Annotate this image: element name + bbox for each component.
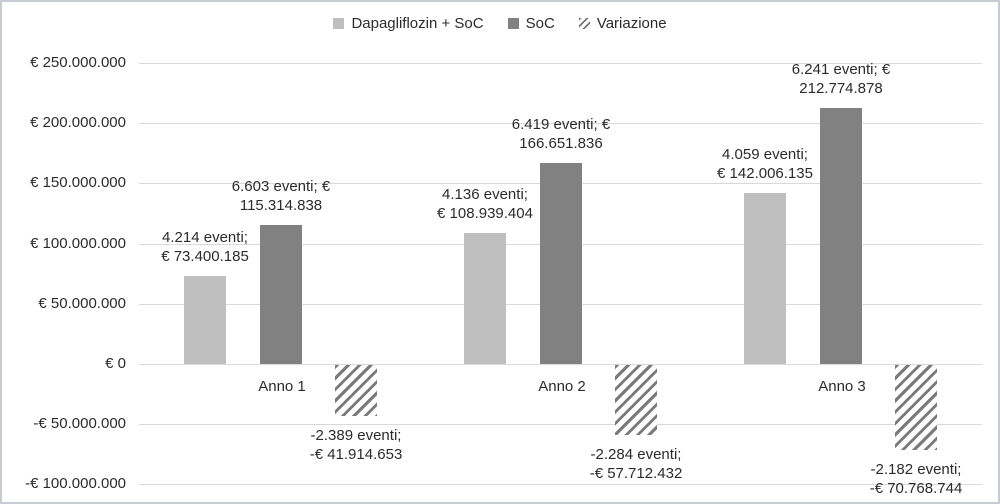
data-label: 6.241 eventi; € 212.774.878 (791, 60, 891, 97)
data-label: -2.389 eventi; -€ 41.914.653 (309, 426, 403, 463)
solid-dark-gray-swatch-icon (507, 18, 519, 29)
data-label: 6.419 eventi; € 166.651.836 (511, 116, 611, 153)
y-axis-tick-label: -€ 100.000.000 (25, 475, 126, 493)
gridline (139, 63, 982, 64)
y-axis-tick-label: € 150.000.000 (30, 174, 126, 192)
category-label-anno-2: Anno 2 (538, 378, 586, 395)
category-label-anno-1: Anno 1 (258, 378, 306, 395)
y-axis-tick-label: € 100.000.000 (30, 234, 126, 252)
bar-soc-anno-1 (260, 225, 302, 364)
y-axis-tick-label: € 0 (105, 355, 126, 372)
legend-item-1: Dapagliflozin + SoC (333, 15, 484, 32)
bar-dapagliflozin-soc-anno-3 (744, 193, 786, 364)
chart-legend: Dapagliflozin + SoC SoC Variazione (2, 15, 998, 32)
bar-soc-anno-3 (820, 107, 862, 364)
gridline (139, 123, 982, 125)
legend-label: Dapagliflozin + SoC (351, 15, 484, 32)
solid-light-gray-swatch-icon (333, 18, 345, 29)
diagonal-hatch-swatch-icon (578, 18, 590, 29)
zero-gridline (139, 364, 982, 365)
bar-dapagliflozin-soc-anno-2 (464, 232, 506, 364)
bar-variazione-anno-2 (615, 365, 657, 435)
data-label: -2.182 eventi; -€ 70.768.744 (869, 461, 963, 498)
y-axis-tick-label: € 200.000.000 (30, 114, 126, 132)
bar-variazione-anno-3 (895, 365, 937, 451)
y-axis-tick-label: € 50.000.000 (38, 294, 126, 312)
legend-item-3: Variazione (578, 15, 667, 32)
legend-item-2: SoC (507, 15, 555, 32)
category-label-anno-3: Anno 3 (818, 378, 866, 395)
data-label: 4.214 eventi; € 73.400.185 (161, 228, 249, 265)
data-label: 6.603 eventi; € 115.314.838 (231, 178, 331, 215)
bar-variazione-anno-1 (335, 365, 377, 416)
data-label: -2.284 eventi; -€ 57.712.432 (589, 445, 683, 482)
data-label: 4.059 eventi; € 142.006.135 (717, 146, 813, 182)
gridline (139, 424, 982, 426)
data-label: 4.136 eventi; € 108.939.404 (437, 185, 533, 222)
gridline (139, 484, 982, 486)
legend-label: SoC (525, 15, 555, 32)
y-axis-tick-label: € 250.000.000 (30, 54, 126, 71)
bar-soc-anno-2 (540, 163, 582, 364)
legend-label: Variazione (596, 15, 667, 32)
y-axis-tick-label: -€ 50.000.000 (33, 415, 126, 433)
bar-dapagliflozin-soc-anno-1 (184, 275, 226, 364)
